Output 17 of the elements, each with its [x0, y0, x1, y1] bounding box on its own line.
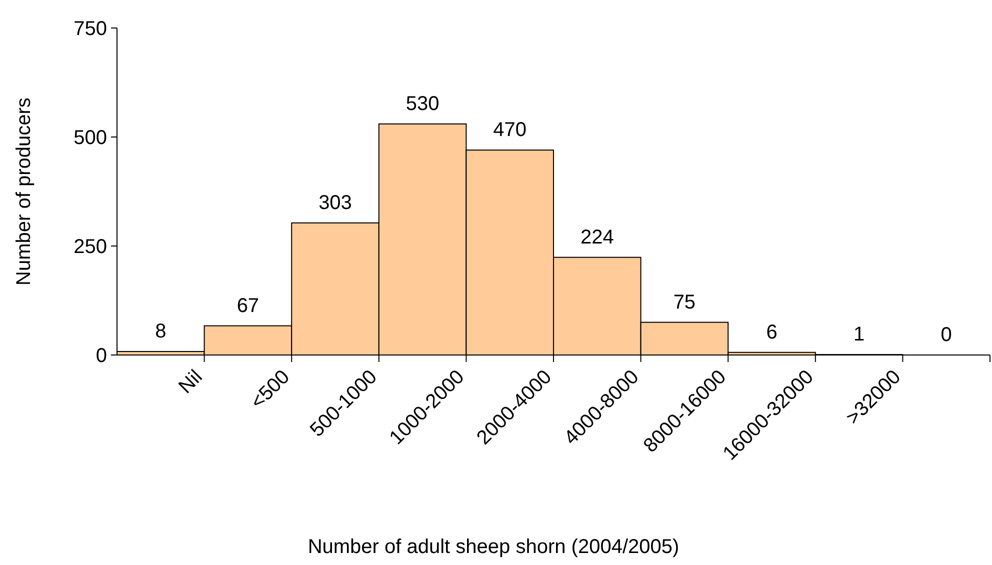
data-label: 0 — [940, 324, 952, 346]
data-label: 1 — [853, 324, 865, 346]
x-axis-title: Number of adult sheep shorn (2004/2005) — [308, 536, 680, 558]
y-tick-label: 750 — [74, 18, 107, 40]
y-tick-label: 250 — [74, 236, 107, 258]
data-label: 67 — [236, 294, 260, 317]
data-label: 75 — [673, 291, 696, 314]
y-tick-label: 500 — [74, 127, 107, 149]
data-label: 303 — [318, 192, 352, 214]
data-label: 224 — [580, 226, 614, 248]
data-label: 470 — [493, 119, 527, 142]
data-label: 530 — [406, 92, 440, 115]
x-tick-label: Nil — [174, 366, 207, 398]
data-label: 8 — [155, 320, 166, 343]
data-label: 6 — [766, 321, 778, 344]
y-tick-label: 0 — [96, 345, 107, 367]
y-axis-title: Number of producers — [13, 98, 35, 286]
